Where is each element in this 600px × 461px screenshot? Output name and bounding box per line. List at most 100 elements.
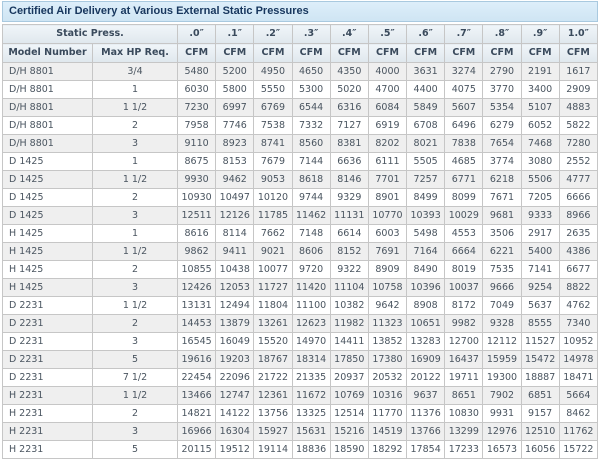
table-row: D 2231 7 1/2 22454 22096 21722 21335 20937 2053… — [2, 368, 599, 387]
cfm-value-cell: 12361 — [253, 386, 293, 405]
cfm-value-cell: 2552 — [558, 152, 599, 171]
cfm-value-cell: 9862 — [177, 242, 217, 261]
cfm-value-cell: 13766 — [406, 422, 446, 441]
static-press-label: Static Press. — [1, 24, 179, 44]
table-row: D 1425 3 12511 12126 11785 11462 11131 10770 103… — [2, 206, 599, 225]
cfm-value-cell: 4883 — [558, 98, 599, 117]
cfm-value-cell: 18887 — [520, 368, 560, 387]
max-hp-cell: 3/4 — [91, 62, 179, 81]
cfm-value-cell: 7958 — [177, 116, 217, 135]
cfm-value-cell: 8901 — [367, 188, 408, 207]
cfm-value-cell: 7679 — [253, 152, 293, 171]
cfm-value-cell: 7691 — [367, 242, 408, 261]
model-number-cell: D 2231 — [2, 314, 93, 333]
cfm-value-cell: 4000 — [367, 62, 408, 81]
cfm-value-cell: 8616 — [177, 224, 217, 243]
cfm-value-cell: 7205 — [520, 188, 560, 207]
cfm-value-cell: 4400 — [406, 80, 446, 99]
max-hp-cell: 5 — [91, 350, 179, 369]
pressure-column-header: .0″ — [177, 24, 217, 44]
cfm-value-cell: 5480 — [177, 62, 217, 81]
cfm-value-cell: 10930 — [177, 188, 217, 207]
cfm-value-cell: 20532 — [367, 368, 408, 387]
cfm-value-cell: 18767 — [253, 350, 293, 369]
cfm-value-cell: 11770 — [367, 404, 408, 423]
cfm-value-cell: 10316 — [367, 386, 408, 405]
cfm-value-cell: 3506 — [482, 224, 522, 243]
cfm-value-cell: 13756 — [253, 404, 293, 423]
cfm-value-cell: 12747 — [215, 386, 255, 405]
cfm-value-cell: 6708 — [406, 116, 446, 135]
cfm-value-cell: 4950 — [253, 62, 293, 81]
table-row: D/H 8801 1 1/2 7230 6997 6769 6544 6316 6084 584… — [2, 98, 599, 117]
cfm-value-cell: 9333 — [520, 206, 560, 225]
cfm-value-cell: 12053 — [215, 278, 255, 297]
table-row: H 2231 5 20115 19512 19114 18836 18590 18292 178… — [2, 440, 599, 459]
cfm-value-cell: 10497 — [215, 188, 255, 207]
cfm-value-cell: 3770 — [482, 80, 522, 99]
max-hp-cell: 2 — [91, 404, 179, 423]
cfm-value-cell: 5107 — [520, 98, 560, 117]
cfm-value-cell: 4685 — [444, 152, 484, 171]
cfm-value-cell: 8651 — [444, 386, 484, 405]
model-number-cell: D 2231 — [2, 296, 93, 315]
cfm-value-cell: 14453 — [177, 314, 217, 333]
cfm-value-cell: 19616 — [177, 350, 217, 369]
cfm-value-cell: 4777 — [558, 170, 599, 189]
max-hp-cell: 5 — [91, 440, 179, 459]
cfm-value-cell: 6496 — [444, 116, 484, 135]
cfm-value-cell: 8560 — [291, 134, 331, 153]
max-hp-cell: 1 1/2 — [91, 296, 179, 315]
cfm-value-cell: 8606 — [291, 242, 331, 261]
cfm-value-cell: 19203 — [215, 350, 255, 369]
max-hp-cell: 1 — [91, 152, 179, 171]
cfm-value-cell: 15631 — [291, 422, 331, 441]
cfm-value-cell: 9642 — [367, 296, 408, 315]
cfm-value-cell: 16437 — [444, 350, 484, 369]
cfm-value-cell: 8462 — [558, 404, 599, 423]
cfm-value-cell: 9053 — [253, 170, 293, 189]
cfm-value-cell: 9157 — [520, 404, 560, 423]
cfm-value-cell: 6052 — [520, 116, 560, 135]
cfm-value-cell: 11762 — [558, 422, 599, 441]
cfm-value-cell: 7049 — [482, 296, 522, 315]
model-number-cell: H 2231 — [2, 440, 93, 459]
cfm-value-cell: 13466 — [177, 386, 217, 405]
cfm-column-header: CFM — [367, 43, 408, 63]
cfm-value-cell: 14411 — [329, 332, 369, 351]
cfm-value-cell: 6316 — [329, 98, 369, 117]
cfm-value-cell: 8966 — [558, 206, 599, 225]
model-number-cell: D 1425 — [2, 170, 93, 189]
model-number-cell: D/H 8801 — [2, 98, 93, 117]
cfm-value-cell: 13879 — [215, 314, 255, 333]
cfm-value-cell: 8381 — [329, 134, 369, 153]
cfm-value-cell: 12494 — [215, 296, 255, 315]
max-hp-cell: 7 1/2 — [91, 368, 179, 387]
cfm-value-cell: 6221 — [482, 242, 522, 261]
cfm-value-cell: 2191 — [520, 62, 560, 81]
cfm-value-cell: 18836 — [291, 440, 331, 459]
cfm-value-cell: 6003 — [367, 224, 408, 243]
cfm-value-cell: 5664 — [558, 386, 599, 405]
max-hp-cell: 1 — [91, 224, 179, 243]
cfm-value-cell: 8618 — [291, 170, 331, 189]
cfm-value-cell: 7535 — [482, 260, 522, 279]
cfm-value-cell: 19711 — [444, 368, 484, 387]
cfm-value-cell: 8114 — [215, 224, 255, 243]
max-hp-cell: 2 — [91, 116, 179, 135]
cfm-value-cell: 10077 — [253, 260, 293, 279]
cfm-value-cell: 8146 — [329, 170, 369, 189]
cfm-value-cell: 10651 — [406, 314, 446, 333]
cfm-value-cell: 4075 — [444, 80, 484, 99]
cfm-value-cell: 10770 — [367, 206, 408, 225]
cfm-value-cell: 20122 — [406, 368, 446, 387]
cfm-value-cell: 8923 — [215, 134, 255, 153]
cfm-value-cell: 7701 — [367, 170, 408, 189]
table-row: D 1425 1 1/2 9930 9462 9053 8618 8146 7701 7257 6… — [2, 170, 599, 189]
cfm-value-cell: 10758 — [367, 278, 408, 297]
table-row: D 2231 3 16545 16049 15520 14970 14411 13852 132… — [2, 332, 599, 351]
cfm-value-cell: 4553 — [444, 224, 484, 243]
cfm-value-cell: 12112 — [482, 332, 522, 351]
cfm-value-cell: 8909 — [367, 260, 408, 279]
column-header-row: Model Number Max HP Req. CFM CFM CFM CFM CFM… — [2, 43, 599, 63]
